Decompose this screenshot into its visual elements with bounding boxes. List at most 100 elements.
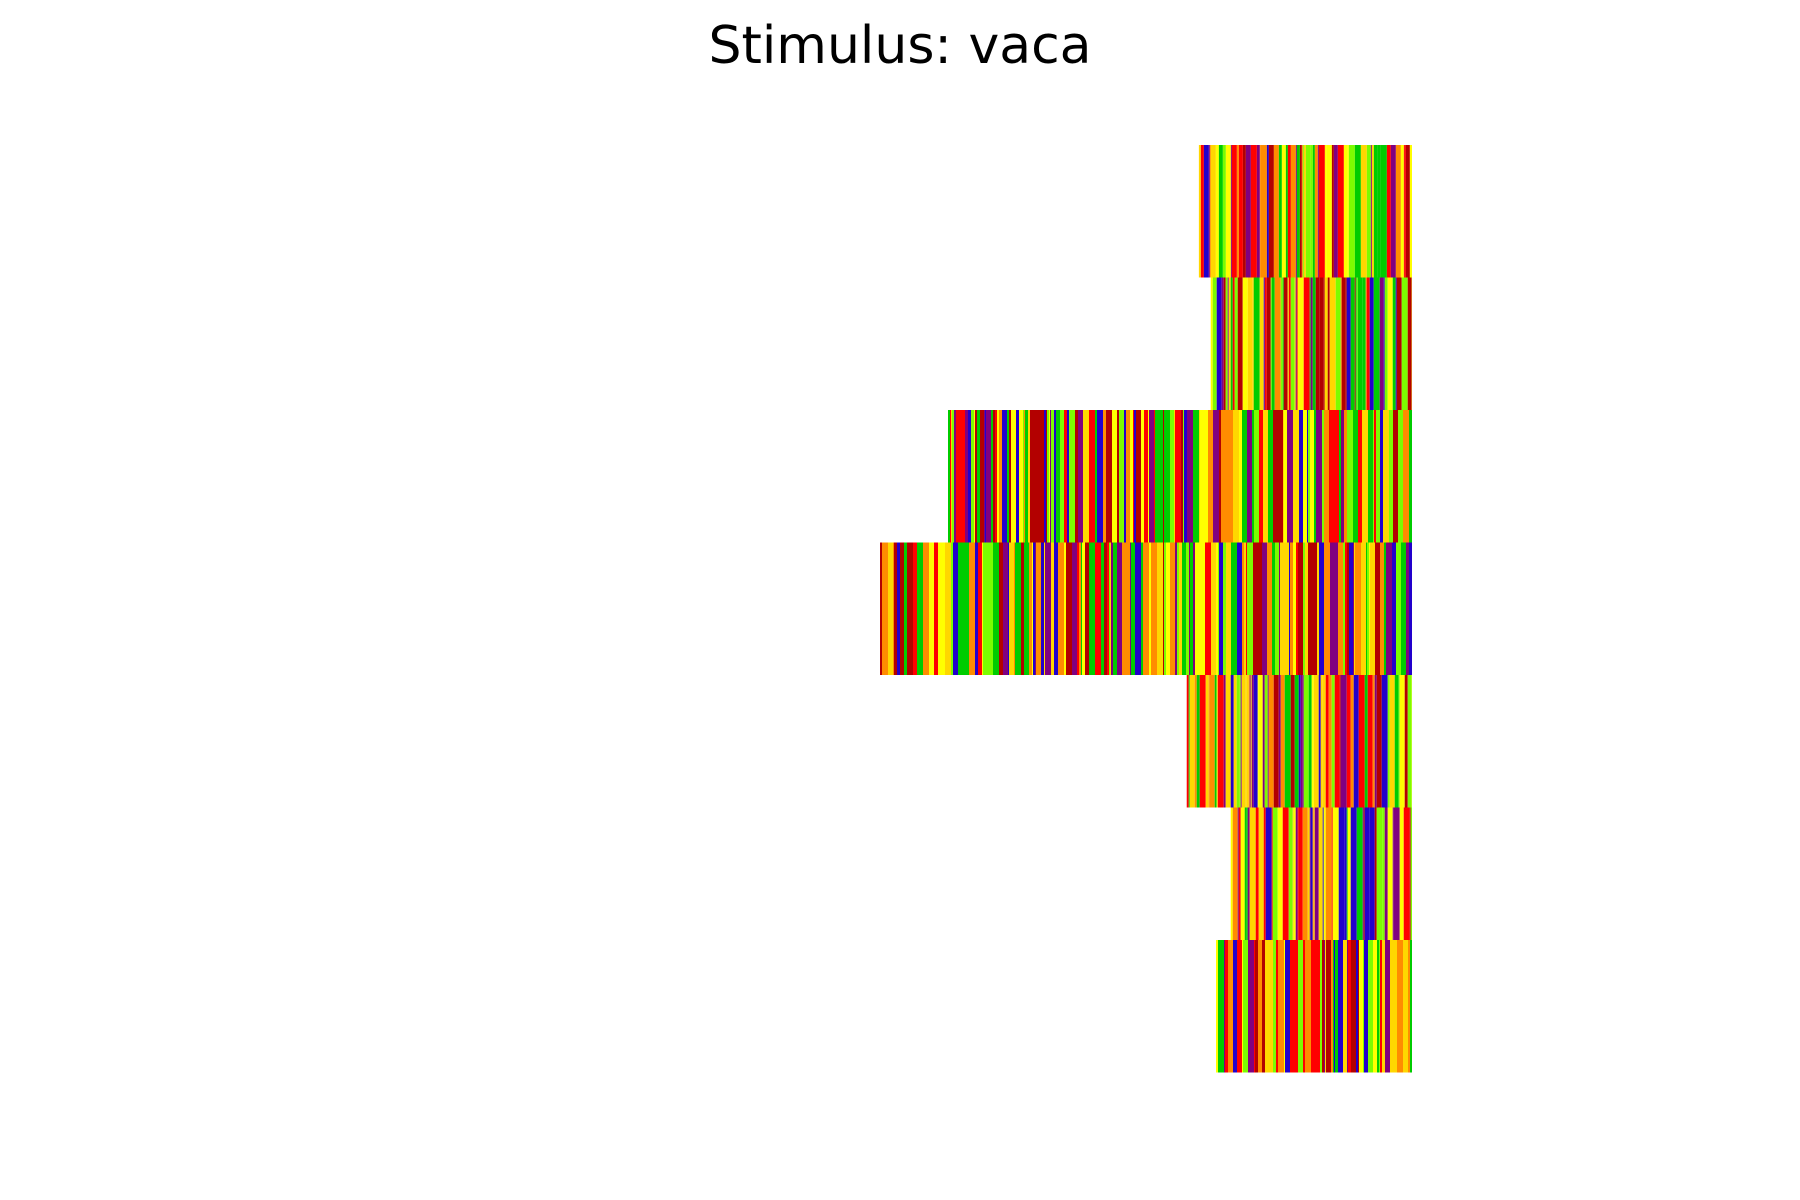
heatmap-cell — [1015, 542, 1021, 675]
heatmap-cell — [1227, 277, 1229, 410]
heatmap-cell — [1225, 675, 1231, 808]
heatmap-cell — [1273, 675, 1279, 808]
heatmap-cell — [1294, 277, 1296, 410]
heatmap-cell — [1253, 277, 1260, 410]
heatmap-cell — [1170, 410, 1174, 543]
heatmap-cell — [1085, 542, 1089, 675]
heatmap-cell — [1324, 542, 1330, 675]
heatmap-cell — [1409, 542, 1412, 675]
heatmap-cell — [1208, 675, 1210, 808]
heatmap-cell — [1288, 807, 1293, 940]
heatmap-cell — [1054, 542, 1058, 675]
heatmap-cell — [1346, 807, 1348, 940]
heatmap-cell — [1313, 675, 1319, 808]
heatmap-cell — [1239, 410, 1242, 543]
heatmap-cell — [1069, 410, 1075, 543]
heatmap-cell — [1271, 277, 1275, 410]
heatmap-cell — [1284, 940, 1285, 1073]
heatmap-cell — [1350, 277, 1355, 410]
heatmap-cell — [1358, 675, 1365, 808]
heatmap-cell — [1305, 940, 1311, 1073]
heatmap-cell — [1040, 542, 1041, 675]
heatmap-cell — [1374, 675, 1377, 808]
heatmap-cell — [1354, 145, 1361, 278]
heatmap-cell — [1308, 410, 1310, 543]
heatmap-cell — [1293, 410, 1299, 543]
heatmap-cell — [1374, 410, 1376, 543]
heatmap-cell — [997, 410, 999, 543]
heatmap-cell — [1134, 410, 1136, 543]
heatmap-cell — [1403, 940, 1408, 1073]
heatmap-cell — [1174, 410, 1175, 543]
heatmap-cell — [1151, 542, 1157, 675]
heatmap-cell — [1343, 542, 1345, 675]
heatmap-cell — [1370, 145, 1372, 278]
heatmap-cell — [1354, 542, 1355, 675]
heatmap-cell — [1353, 675, 1359, 808]
heatmap-cell — [1231, 542, 1235, 675]
heatmap-cell — [1377, 542, 1380, 675]
heatmap-cell — [1315, 277, 1320, 410]
heatmap-cell — [1357, 277, 1363, 410]
heatmap-cell — [1300, 675, 1303, 808]
heatmap-cell — [1392, 542, 1396, 675]
heatmap-cell — [1024, 542, 1029, 675]
heatmap-cell — [1223, 542, 1226, 675]
heatmap-cell — [982, 542, 983, 675]
heatmap-cell — [917, 542, 923, 675]
heatmap-cell — [1235, 542, 1237, 675]
heatmap-cell — [1243, 940, 1248, 1073]
heatmap-cell — [1023, 410, 1024, 543]
heatmap-cell — [942, 542, 945, 675]
heatmap-cell — [1089, 410, 1095, 543]
heatmap-cell — [1395, 145, 1401, 278]
heatmap-cell — [1217, 675, 1224, 808]
heatmap-cell — [1298, 542, 1303, 675]
heatmap-cell — [1312, 807, 1314, 940]
heatmap-cell — [1003, 542, 1008, 675]
heatmap-cell — [953, 542, 958, 675]
heatmap-cell — [1186, 542, 1189, 675]
heatmap-cell — [1324, 145, 1327, 278]
heatmap-cell — [1044, 410, 1046, 543]
heatmap-cell — [1045, 542, 1051, 675]
heatmap-row-5 — [1186, 675, 1412, 808]
heatmap-cell — [1238, 807, 1241, 940]
heatmap-cell — [975, 542, 978, 675]
heatmap-cell — [1212, 277, 1217, 410]
heatmap-cell — [1361, 542, 1366, 675]
heatmap-cell — [951, 542, 953, 675]
heatmap-cell — [1247, 807, 1250, 940]
heatmap-cell — [1347, 542, 1349, 675]
heatmap-cell — [1238, 145, 1243, 278]
heatmap-cell — [907, 542, 913, 675]
heatmap-cell — [1323, 542, 1324, 675]
heatmap-cell — [1409, 145, 1412, 278]
heatmap-cell — [1277, 410, 1283, 543]
heatmap-cell — [1051, 410, 1054, 543]
heatmap-cell — [1244, 807, 1247, 940]
heatmap-cell — [1258, 675, 1263, 808]
heatmap-cell — [1196, 675, 1200, 808]
heatmap-cell — [1397, 940, 1403, 1073]
heatmap-cell — [1095, 410, 1097, 543]
heatmap-cell — [1234, 277, 1238, 410]
heatmap-cell — [1284, 675, 1291, 808]
heatmap-cell — [1200, 145, 1204, 278]
heatmap-cell — [1241, 675, 1246, 808]
heatmap-cell — [1009, 542, 1014, 675]
heatmap-cell — [1305, 145, 1311, 278]
heatmap-row-2 — [1210, 277, 1412, 410]
heatmap-cell — [985, 410, 986, 543]
heatmap-cell — [1028, 410, 1030, 543]
heatmap-cell — [1310, 807, 1313, 940]
heatmap-cell — [1362, 807, 1364, 940]
heatmap-cell — [1256, 145, 1260, 278]
heatmap-cell — [1401, 542, 1406, 675]
heatmap-cell — [1126, 410, 1130, 543]
heatmap-cell — [1189, 675, 1195, 808]
heatmap-cell — [1396, 542, 1401, 675]
heatmap-cell — [1332, 807, 1339, 940]
heatmap-cell — [1149, 542, 1151, 675]
heatmap-cell — [1294, 675, 1299, 808]
